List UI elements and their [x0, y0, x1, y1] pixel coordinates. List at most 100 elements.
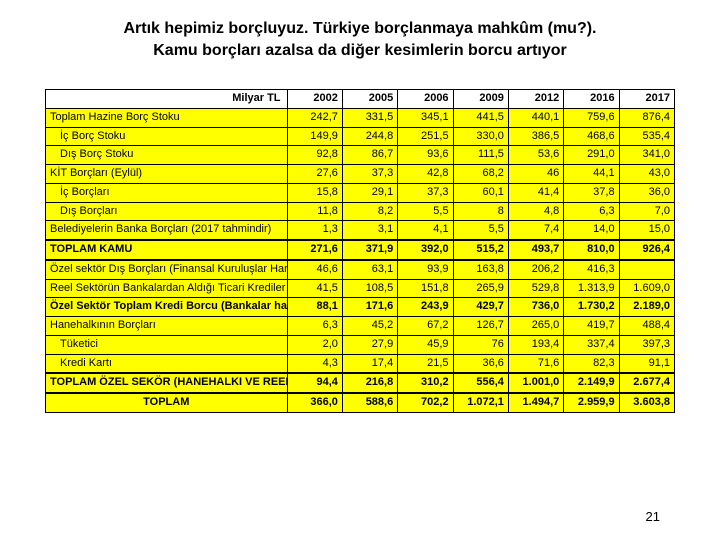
- table-row: Reel Sektörün Bankalardan Aldığı Ticari …: [46, 279, 675, 298]
- cell-value: 92,8: [287, 146, 342, 165]
- table-row: TOPLAM366,0588,6702,21.072,11.494,72.959…: [46, 393, 675, 412]
- row-label: TOPLAM KAMU: [46, 240, 288, 260]
- cell-value: 337,4: [564, 335, 619, 354]
- cell-value: 111,5: [453, 146, 508, 165]
- cell-value: 429,7: [453, 298, 508, 317]
- row-label: Hanehalkının Borçları: [46, 317, 288, 336]
- cell-value: 216,8: [342, 373, 397, 393]
- cell-value: 1.609,0: [619, 279, 674, 298]
- cell-value: 345,1: [398, 108, 453, 127]
- cell-value: 244,8: [342, 127, 397, 146]
- cell-value: 163,8: [453, 260, 508, 279]
- cell-value: 206,2: [508, 260, 563, 279]
- cell-value: 68,2: [453, 165, 508, 184]
- table-body: Toplam Hazine Borç Stoku242,7331,5345,14…: [46, 108, 675, 412]
- cell-value: 416,3: [564, 260, 619, 279]
- table-row: Dış Borç Stoku92,886,793,6111,553,6291,0…: [46, 146, 675, 165]
- header-year: 2009: [453, 90, 508, 109]
- cell-value: 441,5: [453, 108, 508, 127]
- debt-table: Milyar TL2002200520062009201220162017 To…: [45, 89, 675, 413]
- cell-value: 702,2: [398, 393, 453, 412]
- cell-value: 2.959,9: [564, 393, 619, 412]
- cell-value: 392,0: [398, 240, 453, 260]
- cell-value: 1.313,9: [564, 279, 619, 298]
- cell-value: 15,8: [287, 183, 342, 202]
- table-row: TOPLAM ÖZEL SEKÖR (HANEHALKI VE REEL SEK…: [46, 373, 675, 393]
- cell-value: 46,6: [287, 260, 342, 279]
- cell-value: 310,2: [398, 373, 453, 393]
- cell-value: 3.603,8: [619, 393, 674, 412]
- page-number: 21: [646, 509, 660, 524]
- cell-value: 371,9: [342, 240, 397, 260]
- cell-value: 5,5: [453, 221, 508, 240]
- cell-value: 126,7: [453, 317, 508, 336]
- header-year: 2016: [564, 90, 619, 109]
- cell-value: 8: [453, 202, 508, 221]
- cell-value: 265,0: [508, 317, 563, 336]
- header-year: 2005: [342, 90, 397, 109]
- cell-value: 271,6: [287, 240, 342, 260]
- title-line-1: Artık hepimiz borçluyuz. Türkiye borçlan…: [124, 20, 597, 37]
- cell-value: 37,8: [564, 183, 619, 202]
- cell-value: [619, 260, 674, 279]
- cell-value: 5,5: [398, 202, 453, 221]
- cell-value: 515,2: [453, 240, 508, 260]
- row-label: KİT Borçları (Eylül): [46, 165, 288, 184]
- cell-value: 108,5: [342, 279, 397, 298]
- cell-value: 45,2: [342, 317, 397, 336]
- row-label: Dış Borçları: [46, 202, 288, 221]
- row-label: Toplam Hazine Borç Stoku: [46, 108, 288, 127]
- cell-value: 6,3: [564, 202, 619, 221]
- table-row: KİT Borçları (Eylül)27,637,342,868,24644…: [46, 165, 675, 184]
- cell-value: 386,5: [508, 127, 563, 146]
- cell-value: 397,3: [619, 335, 674, 354]
- cell-value: 45,9: [398, 335, 453, 354]
- cell-value: 71,6: [508, 354, 563, 373]
- cell-value: 1.730,2: [564, 298, 619, 317]
- cell-value: 93,6: [398, 146, 453, 165]
- row-label: İç Borç Stoku: [46, 127, 288, 146]
- cell-value: 535,4: [619, 127, 674, 146]
- cell-value: 41,5: [287, 279, 342, 298]
- cell-value: 876,4: [619, 108, 674, 127]
- cell-value: 42,8: [398, 165, 453, 184]
- cell-value: 151,8: [398, 279, 453, 298]
- cell-value: 2.189,0: [619, 298, 674, 317]
- cell-value: 29,1: [342, 183, 397, 202]
- table-row: Kredi Kartı4,317,421,536,671,682,391,1: [46, 354, 675, 373]
- header-year: 2002: [287, 90, 342, 109]
- table-header: Milyar TL2002200520062009201220162017: [46, 90, 675, 109]
- cell-value: 94,4: [287, 373, 342, 393]
- cell-value: 468,6: [564, 127, 619, 146]
- cell-value: 37,3: [398, 183, 453, 202]
- header-label: Milyar TL: [46, 90, 288, 109]
- cell-value: 15,0: [619, 221, 674, 240]
- cell-value: 149,9: [287, 127, 342, 146]
- cell-value: 2.677,4: [619, 373, 674, 393]
- cell-value: 86,7: [342, 146, 397, 165]
- table-row: Dış Borçları11,88,25,584,86,37,0: [46, 202, 675, 221]
- row-label: Özel Sektör Toplam Kredi Borcu (Bankalar…: [46, 298, 288, 317]
- cell-value: 331,5: [342, 108, 397, 127]
- header-year: 2006: [398, 90, 453, 109]
- cell-value: 37,3: [342, 165, 397, 184]
- slide-title: Artık hepimiz borçluyuz. Türkiye borçlan…: [40, 18, 680, 61]
- cell-value: 82,3: [564, 354, 619, 373]
- cell-value: 93,9: [398, 260, 453, 279]
- row-label: İç Borçları: [46, 183, 288, 202]
- cell-value: 36,6: [453, 354, 508, 373]
- header-year: 2017: [619, 90, 674, 109]
- table-row: Özel sektör Dış Borçları (Finansal Kurul…: [46, 260, 675, 279]
- table-row: İç Borç Stoku149,9244,8251,5330,0386,546…: [46, 127, 675, 146]
- cell-value: 493,7: [508, 240, 563, 260]
- row-label: Kredi Kartı: [46, 354, 288, 373]
- table-row: İç Borçları15,829,137,360,141,437,836,0: [46, 183, 675, 202]
- cell-value: 810,0: [564, 240, 619, 260]
- table-row: Özel Sektör Toplam Kredi Borcu (Bankalar…: [46, 298, 675, 317]
- cell-value: 4,1: [398, 221, 453, 240]
- row-label: Tüketici: [46, 335, 288, 354]
- cell-value: 265,9: [453, 279, 508, 298]
- header-year: 2012: [508, 90, 563, 109]
- cell-value: 8,2: [342, 202, 397, 221]
- cell-value: 1.494,7: [508, 393, 563, 412]
